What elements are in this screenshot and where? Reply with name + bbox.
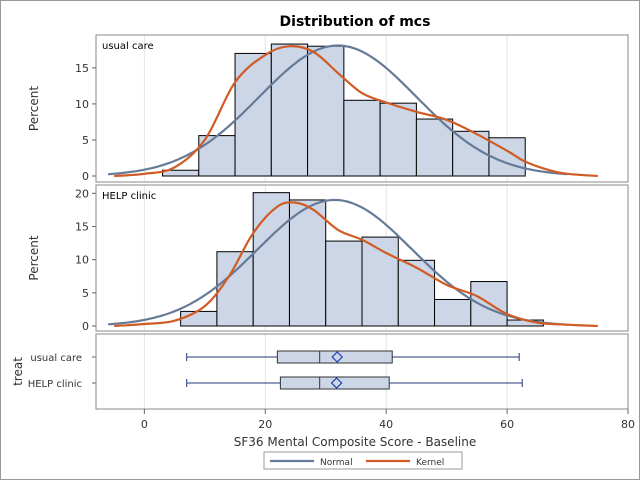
legend-label: Kernel [416, 458, 444, 468]
legend: Normal Kernel [263, 451, 463, 470]
x-axis: 0 20 40 60 80 [141, 409, 635, 431]
histogram-bar [361, 236, 399, 327]
y-tick-label: 10 [75, 254, 89, 267]
y-axis-label: treat [11, 357, 25, 386]
histogram-bar [397, 259, 436, 327]
histogram-bar [270, 43, 309, 177]
boxplot-row: usual care [30, 350, 520, 364]
mean-marker [331, 351, 344, 363]
chart-title: Distribution of mcs [280, 14, 431, 30]
kernel-curve [114, 45, 598, 178]
mean-marker [330, 377, 343, 389]
boxplot-row: HELP clinic [28, 376, 523, 390]
panel-label: HELP clinic [102, 191, 156, 202]
box [276, 350, 393, 364]
panels: usual care 0 5 10 15 Percent HELP clinic 0 5 10 15… [11, 34, 635, 431]
panel-frame [95, 184, 629, 332]
histogram-bar [307, 45, 345, 177]
y-tick-label: 5 [82, 134, 89, 147]
box [279, 376, 390, 390]
panel-frame [95, 333, 629, 410]
x-tick-label: 0 [141, 418, 148, 431]
histogram-bar [216, 251, 254, 327]
category-label: usual care [30, 353, 82, 364]
y-tick-label: 0 [82, 170, 89, 183]
panel-label: usual care [102, 41, 154, 52]
y-axis-label: Percent [27, 86, 41, 131]
panel-frame [95, 34, 629, 183]
legend-frame [263, 451, 463, 470]
legend-entry: Kernel [366, 458, 444, 468]
y-axis-label: Percent [27, 235, 41, 280]
normal-curve [108, 198, 568, 326]
x-axis-label: SF36 Mental Composite Score - Baseline [234, 435, 476, 449]
y-tick-label: 5 [82, 287, 89, 300]
y-tick-label: 10 [75, 98, 89, 111]
histogram-bar [198, 135, 236, 177]
x-tick-label: 20 [258, 418, 272, 431]
histogram-bar [325, 240, 363, 327]
histogram-bar [379, 102, 417, 177]
histogram-panel: HELP clinic 0 5 10 15 20 Percent [27, 184, 629, 333]
histogram-bar [180, 310, 218, 327]
histogram-bar [434, 298, 472, 327]
legend-label: Normal [320, 458, 353, 468]
x-tick-label: 40 [379, 418, 393, 431]
y-tick-label: 15 [75, 62, 89, 75]
histogram-bar [288, 199, 327, 327]
legend-entry: Normal [270, 458, 353, 468]
histogram-bar [252, 192, 290, 327]
y-tick-label: 15 [75, 220, 89, 233]
y-tick-label: 20 [75, 187, 89, 200]
x-tick-label: 80 [621, 418, 635, 431]
kernel-curve [114, 201, 598, 328]
histogram-panel: usual care 0 5 10 15 Percent [27, 34, 629, 183]
x-tick-label: 60 [500, 418, 514, 431]
y-tick-label: 0 [82, 320, 89, 333]
histogram-bar [343, 99, 381, 177]
histogram-bar [415, 118, 454, 177]
normal-curve [108, 44, 568, 176]
category-label: HELP clinic [28, 379, 82, 390]
